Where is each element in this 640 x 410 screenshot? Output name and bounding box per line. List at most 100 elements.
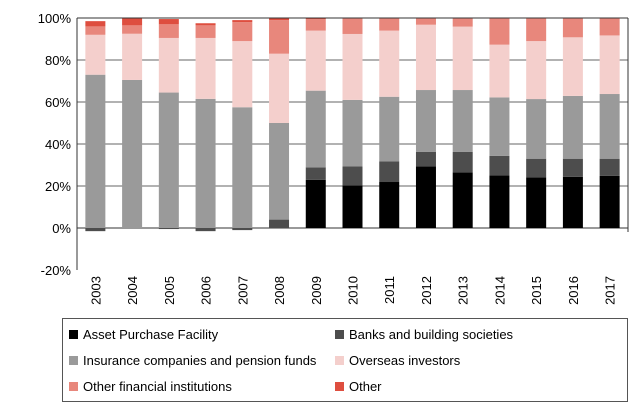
bar-segment (415, 24, 436, 91)
legend-swatch (69, 330, 78, 339)
legend-swatch (69, 356, 78, 365)
legend-label: Other (349, 379, 382, 394)
bar-segment (85, 228, 106, 232)
bar-segment (122, 18, 143, 26)
bar-segment (305, 18, 326, 20)
bar-segment (85, 26, 106, 35)
y-tick-label: 20% (45, 179, 71, 194)
bar-segment (526, 41, 547, 100)
bar-segment (342, 99, 363, 167)
legend-swatch (335, 330, 344, 339)
y-tick-label: 40% (45, 137, 71, 152)
y-tick-label: 100% (38, 11, 72, 26)
bar-segment (232, 107, 253, 228)
bar-segment (305, 179, 326, 228)
legend-item-apf: Asset Purchase Facility (69, 327, 218, 342)
bar-segment (415, 166, 436, 228)
bar-segment (195, 228, 216, 232)
x-tick-label: 2006 (199, 276, 214, 305)
bar-segment (562, 18, 583, 38)
bar-segment (526, 177, 547, 228)
legend-label: Insurance companies and pension funds (83, 353, 317, 368)
x-tick-label: 2014 (492, 276, 507, 305)
bar-segment (158, 19, 179, 25)
legend-label: Overseas investors (349, 353, 461, 368)
x-tick-label: 2011 (382, 276, 397, 304)
x-tick-label: 2013 (456, 276, 471, 305)
bar-segment (342, 166, 363, 186)
bar-segment (305, 19, 326, 31)
bar-segment (489, 155, 510, 176)
bar-segment (599, 18, 620, 36)
bar-segment (158, 37, 179, 93)
bar-segment (489, 18, 510, 45)
bar-segment (269, 53, 290, 124)
bar-segment (379, 96, 400, 162)
legend-swatch (69, 382, 78, 391)
bar-segment (526, 99, 547, 159)
bar-segment (415, 151, 436, 167)
x-tick-label: 2008 (272, 276, 287, 305)
bar-segment (195, 25, 216, 38)
bar-segment (85, 21, 106, 27)
x-tick-label: 2004 (125, 276, 140, 305)
bar-segment (305, 90, 326, 168)
bar-segment (232, 228, 253, 231)
bar-segment (489, 44, 510, 98)
bar-segment (122, 79, 143, 228)
bar-segment (122, 25, 143, 34)
bar-segment (599, 94, 620, 159)
bar-segment (269, 219, 290, 228)
y-tick-label: 0% (52, 221, 71, 236)
bar-segment (305, 30, 326, 91)
x-tick-label: 2012 (419, 276, 434, 305)
bar-segment (489, 175, 510, 228)
bar-segment (599, 35, 620, 95)
bar-segment (452, 151, 473, 173)
bar-segment (232, 22, 253, 42)
bar-segment (526, 18, 547, 42)
x-tick-label: 2010 (346, 276, 361, 305)
bar-segment (599, 158, 620, 176)
bar-segment (562, 37, 583, 96)
legend: Asset Purchase Facility Banks and buildi… (62, 318, 628, 402)
legend-item-overseas: Overseas investors (335, 353, 460, 368)
bar-segment (342, 185, 363, 228)
bar-segment (562, 176, 583, 228)
x-tick-label: 2009 (309, 276, 324, 305)
y-tick-label: 60% (45, 95, 71, 110)
bar-segment (415, 90, 436, 152)
x-tick-label: 2005 (162, 276, 177, 305)
bar-segment (342, 33, 363, 100)
bar-segment (379, 30, 400, 97)
bar-segment (415, 18, 436, 25)
bar-segment (342, 18, 363, 34)
bar-segment (489, 97, 510, 156)
bar-segment (269, 18, 290, 21)
legend-label: Asset Purchase Facility (83, 327, 219, 342)
bar-segment (269, 20, 290, 54)
bar-segment (452, 18, 473, 27)
bar-segment (232, 41, 253, 108)
legend-swatch (335, 382, 344, 391)
legend-item-insurance: Insurance companies and pension funds (69, 353, 316, 368)
bar-segment (379, 18, 400, 31)
x-tick-label: 2003 (88, 276, 103, 305)
legend-label: Banks and building societies (349, 327, 514, 342)
bar-segment (599, 175, 620, 228)
legend-label: Other financial institutions (83, 379, 232, 394)
bar-segment (452, 90, 473, 152)
legend-swatch (335, 356, 344, 365)
x-tick-label: 2017 (603, 276, 618, 305)
bar-segment (158, 24, 179, 38)
bar-segment (232, 20, 253, 23)
x-tick-label: 2007 (235, 276, 250, 305)
bar-segment (158, 228, 179, 230)
bar-segment (379, 182, 400, 228)
bar-segment (452, 172, 473, 228)
bar-segment (452, 26, 473, 91)
legend-item-banks: Banks and building societies (335, 327, 513, 342)
y-tick-label: 80% (45, 53, 71, 68)
x-tick-label: 2015 (529, 276, 544, 305)
bar-segment (85, 74, 106, 228)
